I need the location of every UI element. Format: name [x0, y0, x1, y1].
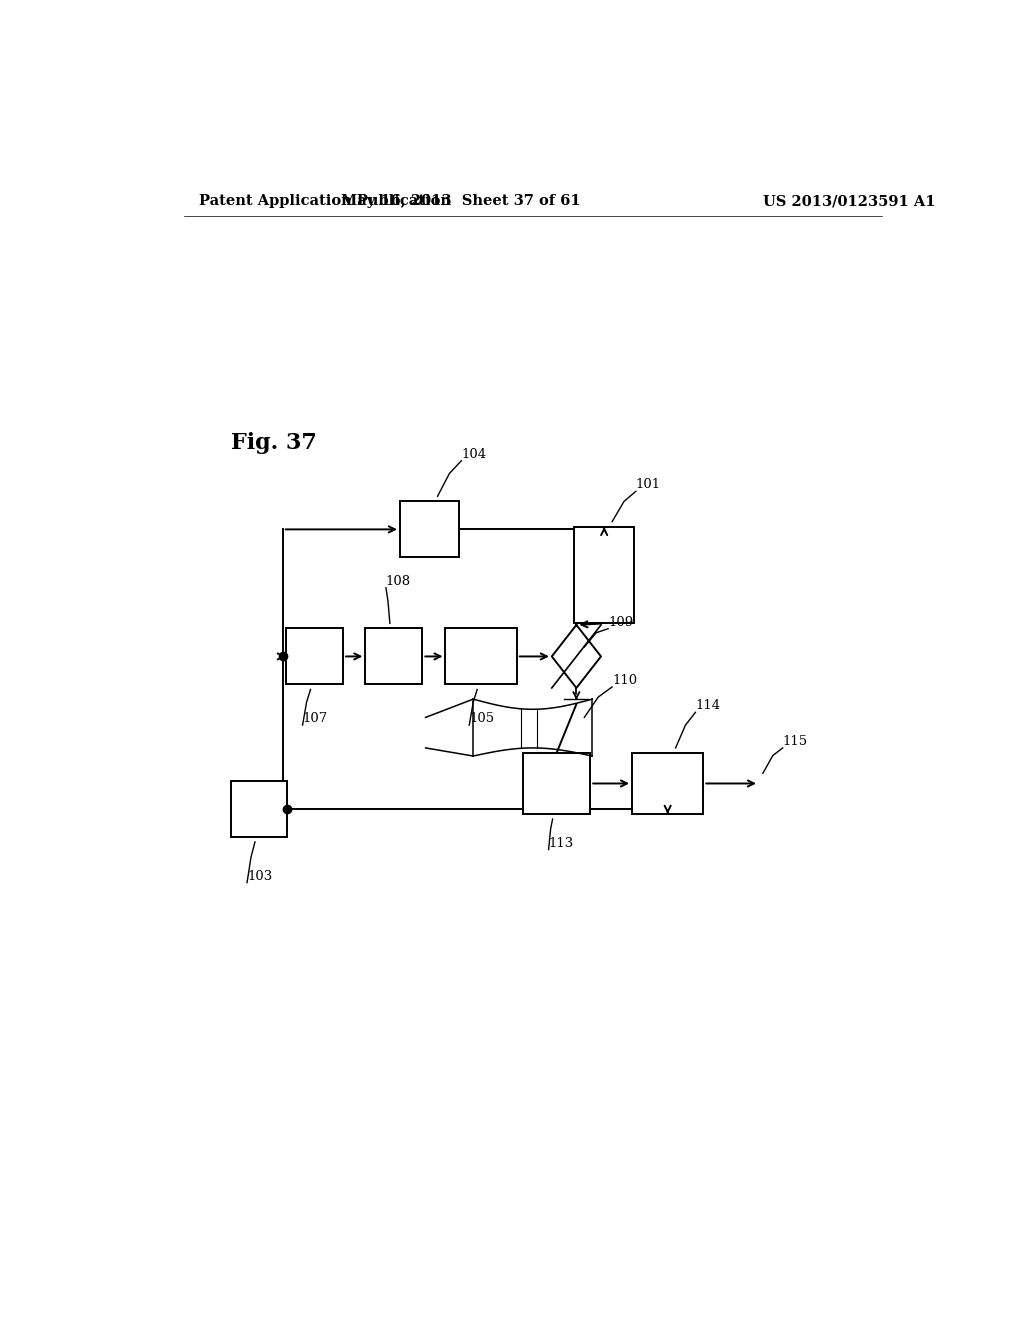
- Text: 113: 113: [549, 837, 573, 850]
- Text: May 16, 2013  Sheet 37 of 61: May 16, 2013 Sheet 37 of 61: [341, 194, 582, 209]
- Text: 101: 101: [636, 478, 662, 491]
- Bar: [231, 781, 287, 837]
- Bar: [632, 752, 703, 814]
- Text: US 2013/0123591 A1: US 2013/0123591 A1: [763, 194, 935, 209]
- Text: 105: 105: [469, 711, 495, 725]
- Text: 110: 110: [612, 675, 637, 686]
- Bar: [366, 628, 423, 684]
- Polygon shape: [552, 624, 601, 688]
- Text: 104: 104: [461, 447, 486, 461]
- Text: 103: 103: [247, 870, 272, 883]
- Text: 108: 108: [386, 574, 411, 587]
- Bar: [286, 628, 343, 684]
- Bar: [574, 527, 634, 623]
- Text: 107: 107: [303, 711, 328, 725]
- Text: 115: 115: [782, 735, 808, 748]
- Text: 114: 114: [695, 700, 721, 713]
- Bar: [523, 752, 590, 814]
- Text: Fig. 37: Fig. 37: [231, 432, 317, 454]
- Text: 109: 109: [608, 615, 634, 628]
- Bar: [399, 502, 460, 557]
- Bar: [445, 628, 517, 684]
- Text: Patent Application Publication: Patent Application Publication: [200, 194, 452, 209]
